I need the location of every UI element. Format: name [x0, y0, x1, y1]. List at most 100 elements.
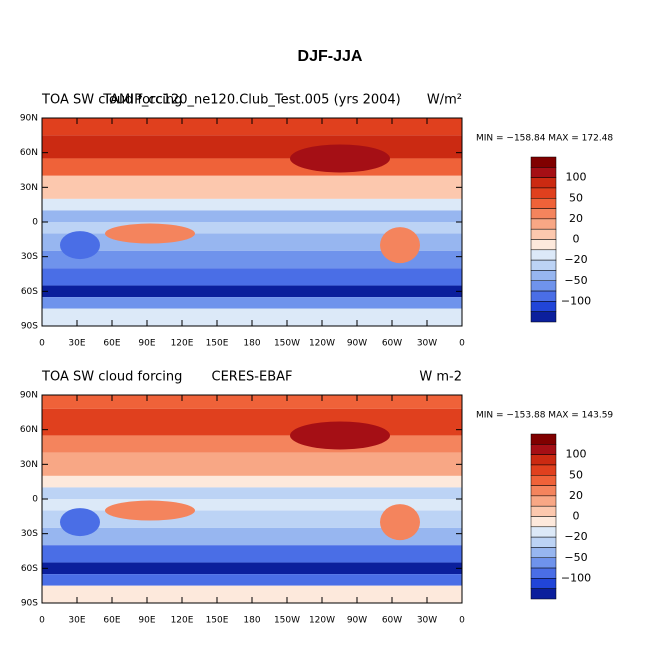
field-blob: [290, 421, 390, 450]
lat-tick-label: 30S: [21, 252, 38, 262]
lon-tick-label: 150W: [274, 616, 300, 626]
field-band: [42, 285, 462, 298]
colorbar-box: [530, 454, 557, 466]
colorbar-box: [530, 290, 557, 302]
colorbar-label: −50: [564, 274, 587, 287]
lon-tick-label: 60W: [382, 339, 402, 349]
colorbar-box: [530, 228, 557, 240]
lat-tick-label: 30S: [21, 529, 38, 539]
colorbar-box: [530, 433, 557, 445]
lon-tick-label: 30E: [68, 616, 85, 626]
colorbar-box: [530, 177, 557, 189]
lon-tick-label: 150E: [206, 616, 229, 626]
field-blob: [380, 227, 420, 264]
colorbar-box: [530, 526, 557, 538]
colorbar-box: [530, 567, 557, 579]
field-band: [42, 435, 462, 453]
panel-units: W m-2: [419, 370, 462, 385]
colorbar-label: −100: [561, 294, 591, 307]
lon-tick-label: 0: [459, 339, 465, 349]
lon-tick-label: 30E: [68, 339, 85, 349]
colorbar-box: [530, 280, 557, 292]
lon-tick-label: 90W: [347, 339, 367, 349]
field-band: [42, 475, 462, 488]
field-blob: [105, 500, 195, 521]
lon-tick-label: 60E: [103, 616, 120, 626]
colorbar-box: [530, 557, 557, 569]
colorbar-box: [530, 505, 557, 517]
field-blob: [380, 504, 420, 541]
colorbar-label: 20: [569, 489, 583, 502]
lon-tick-label: 120E: [171, 616, 194, 626]
colorbar-box: [530, 239, 557, 251]
colorbar-label: 20: [569, 212, 583, 225]
field-band: [42, 499, 462, 511]
lat-tick-label: 90S: [21, 599, 38, 609]
field-band: [42, 210, 462, 222]
lon-tick-label: 150E: [206, 339, 229, 349]
lon-tick-label: 60E: [103, 339, 120, 349]
colorbar-box: [530, 464, 557, 476]
colorbar-label: −20: [564, 530, 587, 543]
colorbar-box: [530, 301, 557, 312]
colorbar-label: 50: [569, 191, 583, 204]
min-max: MIN = −158.84 MAX = 172.48: [476, 134, 613, 144]
colorbar-label: −100: [561, 571, 591, 584]
lon-tick-label: 0: [459, 616, 465, 626]
colorbar-label: 100: [566, 448, 587, 461]
colorbar-box: [530, 475, 557, 486]
lon-tick-label: 30W: [417, 339, 437, 349]
field-band: [42, 562, 462, 575]
colorbar-box: [530, 485, 557, 497]
colorbar-label: 0: [573, 510, 580, 523]
lon-tick-label: 120E: [171, 339, 194, 349]
lon-tick-label: 30W: [417, 616, 437, 626]
colorbar-box: [530, 198, 557, 209]
lat-tick-label: 90N: [20, 391, 38, 401]
lat-tick-label: 30N: [20, 460, 38, 470]
colorbar-box: [530, 578, 557, 589]
field-band: [42, 487, 462, 499]
colorbar-box: [530, 495, 557, 507]
field-band: [42, 408, 462, 436]
panel-left-title: TOA SW cloud forcing: [41, 93, 182, 108]
field-band: [42, 158, 462, 176]
field-band: [42, 268, 462, 286]
colorbar-box: [530, 156, 557, 168]
colorbar-box: [530, 588, 557, 600]
lon-tick-label: 60W: [382, 616, 402, 626]
lon-tick-label: 90W: [347, 616, 367, 626]
lat-tick-label: 60N: [20, 425, 38, 435]
colorbar-box: [530, 249, 557, 261]
panel-units: W/m²: [427, 93, 462, 108]
lat-tick-label: 60N: [20, 148, 38, 158]
lat-tick-label: 60S: [21, 564, 38, 574]
lat-tick-label: 0: [32, 218, 38, 228]
figure-title: DJF-JJA: [298, 48, 363, 65]
colorbar-box: [530, 516, 557, 528]
colorbar-box: [530, 311, 557, 323]
panel-center-title: CERES-EBAF: [212, 370, 293, 385]
colorbar-label: 100: [566, 171, 587, 184]
field-band: [42, 222, 462, 234]
lon-tick-label: 180: [243, 339, 260, 349]
colorbar-label: 50: [569, 468, 583, 481]
colorbar-label: 0: [573, 233, 580, 246]
colorbar-label: −20: [564, 253, 587, 266]
lat-tick-label: 30N: [20, 183, 38, 193]
colorbar-box: [530, 218, 557, 230]
lat-tick-label: 60S: [21, 287, 38, 297]
field-blob: [105, 223, 195, 244]
field-band: [42, 297, 462, 309]
panel-left-title: TOA SW cloud forcing: [41, 370, 182, 385]
field-band: [42, 452, 462, 476]
field-band: [42, 527, 462, 546]
lon-tick-label: 180: [243, 616, 260, 626]
lon-tick-label: 90E: [138, 616, 155, 626]
lon-tick-label: 0: [39, 616, 45, 626]
colorbar-box: [530, 270, 557, 281]
colorbar-box: [530, 187, 557, 199]
field-band: [42, 574, 462, 586]
field-blob: [290, 144, 390, 173]
